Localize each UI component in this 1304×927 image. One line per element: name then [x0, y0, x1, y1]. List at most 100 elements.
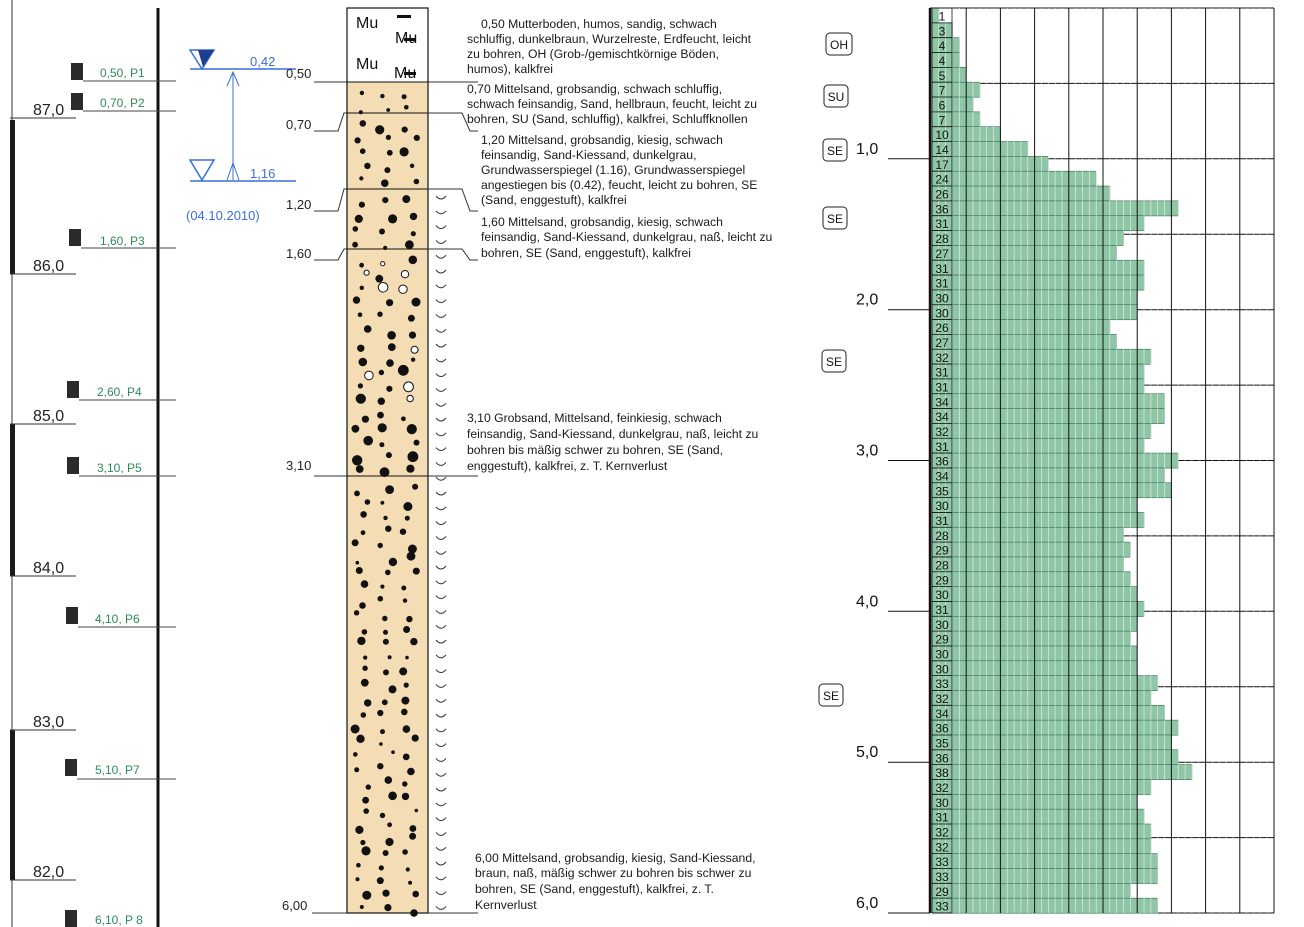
wet-mark	[435, 328, 447, 333]
blow-count-label: 34	[935, 410, 949, 424]
wet-mark	[435, 669, 447, 674]
soil-code-badge: SE	[821, 349, 847, 373]
wet-mark	[435, 462, 447, 466]
blow-count-label: 32	[935, 781, 949, 795]
grain-dot	[380, 261, 386, 267]
wet-mark	[435, 373, 447, 378]
grain-dot	[386, 299, 394, 307]
grain-dot	[359, 602, 366, 609]
depth-tick-label: 6,0	[856, 895, 878, 912]
grain-dot	[359, 176, 364, 181]
wet-mark	[435, 358, 447, 363]
svg-text:SU: SU	[828, 90, 845, 104]
blow-count-label: 28	[935, 558, 949, 572]
wet-mark	[435, 225, 447, 230]
wet-mark	[435, 240, 447, 244]
grain-dot	[377, 423, 387, 433]
grain-dot	[359, 285, 364, 290]
blow-count-label: 32	[935, 826, 949, 840]
grain-dot	[386, 385, 393, 392]
soil-code-badges: OH SU SE SE SE SE	[818, 32, 853, 707]
elevation-label-85: 85,0	[10, 408, 76, 425]
wet-mark	[435, 654, 447, 659]
grain-dot	[357, 312, 363, 318]
wet-mark	[435, 388, 447, 392]
grain-dot	[365, 784, 371, 790]
grain-dot	[377, 397, 385, 405]
elevation-label-87: 87,0	[10, 102, 76, 119]
grain-dot	[409, 825, 417, 832]
grain-dot	[401, 708, 408, 716]
grain-dot	[401, 585, 407, 591]
blow-count-bar	[931, 437, 1145, 454]
grain-dot	[376, 877, 384, 885]
grain-dot	[380, 729, 385, 735]
sample-marker: 6,10, P 8	[65, 910, 143, 927]
blow-count-label: 26	[935, 188, 949, 202]
svg-text:82,0: 82,0	[33, 864, 64, 881]
svg-text:0,50: 0,50	[286, 66, 311, 81]
grain-dot	[382, 889, 390, 897]
grain-dot	[360, 580, 369, 588]
wet-mark	[435, 299, 447, 304]
layer-depth-labels: 0,50 0,70 1,20 1,60 3,10 6,00	[282, 66, 347, 914]
elevation-label-86: 86,0	[10, 258, 76, 275]
depth-tick-label: 3,0	[856, 443, 878, 460]
svg-text:6,00: 6,00	[282, 898, 307, 913]
grain-dot	[383, 515, 388, 521]
grain-dot	[354, 490, 360, 497]
grain-dot	[400, 270, 410, 279]
wet-mark	[435, 432, 447, 437]
wet-mark	[435, 610, 447, 614]
grain-dot	[358, 110, 363, 115]
blow-count-label: 33	[935, 677, 949, 691]
elevation-scale: 87,0 86,0 85,0 84,0 83,0 82,0	[10, 0, 76, 927]
groundwater-level-2: 1,16	[250, 166, 275, 181]
description-leaders	[428, 81, 478, 914]
blow-count-label: 34	[935, 707, 949, 721]
blow-count-bar	[931, 541, 1131, 558]
grain-dot	[402, 781, 408, 787]
wet-mark	[435, 743, 447, 748]
sample-marker: 5,10, P7	[65, 759, 176, 780]
grain-dot	[401, 126, 408, 133]
sample-marker: 0,70, P2	[71, 93, 176, 112]
grain-dot	[375, 125, 385, 135]
grain-symbols	[350, 90, 421, 917]
svg-text:1,20: 1,20	[286, 197, 311, 212]
grain-dot	[386, 108, 391, 112]
grain-dot	[381, 699, 388, 706]
svg-text:SE: SE	[827, 212, 843, 226]
elevation-bar-segment	[10, 120, 15, 274]
soil-column-border	[346, 7, 429, 914]
blow-count-bar	[931, 156, 1049, 172]
grain-dot	[410, 637, 418, 646]
grain-dot	[402, 849, 408, 855]
grain-dot	[388, 214, 398, 224]
grain-dot	[399, 147, 409, 157]
blow-count-bar	[931, 734, 1172, 751]
grain-dot	[355, 567, 363, 574]
grain-dot	[405, 655, 409, 660]
blow-count-label: 27	[935, 336, 949, 350]
wet-mark	[435, 832, 447, 836]
wet-mark	[435, 817, 447, 822]
wet-mark	[435, 758, 447, 762]
wet-mark	[435, 210, 447, 215]
chart-vertical-lines	[965, 8, 1241, 913]
grain-dot	[406, 615, 413, 623]
grain-dot	[378, 369, 385, 376]
blow-count-label: 31	[935, 277, 949, 291]
grain-dot	[403, 682, 409, 688]
grain-dot	[361, 629, 368, 635]
blow-count-label: 1	[939, 10, 946, 24]
grain-dot	[408, 880, 413, 885]
depth-tick-label: 1,0	[856, 141, 878, 158]
grain-dot	[403, 626, 411, 633]
wet-mark	[435, 802, 447, 807]
wet-mark	[435, 713, 447, 718]
grain-dot	[364, 699, 372, 707]
svg-text:83,0: 83,0	[33, 714, 64, 731]
grain-dot	[404, 515, 410, 521]
grain-dot	[379, 812, 386, 819]
